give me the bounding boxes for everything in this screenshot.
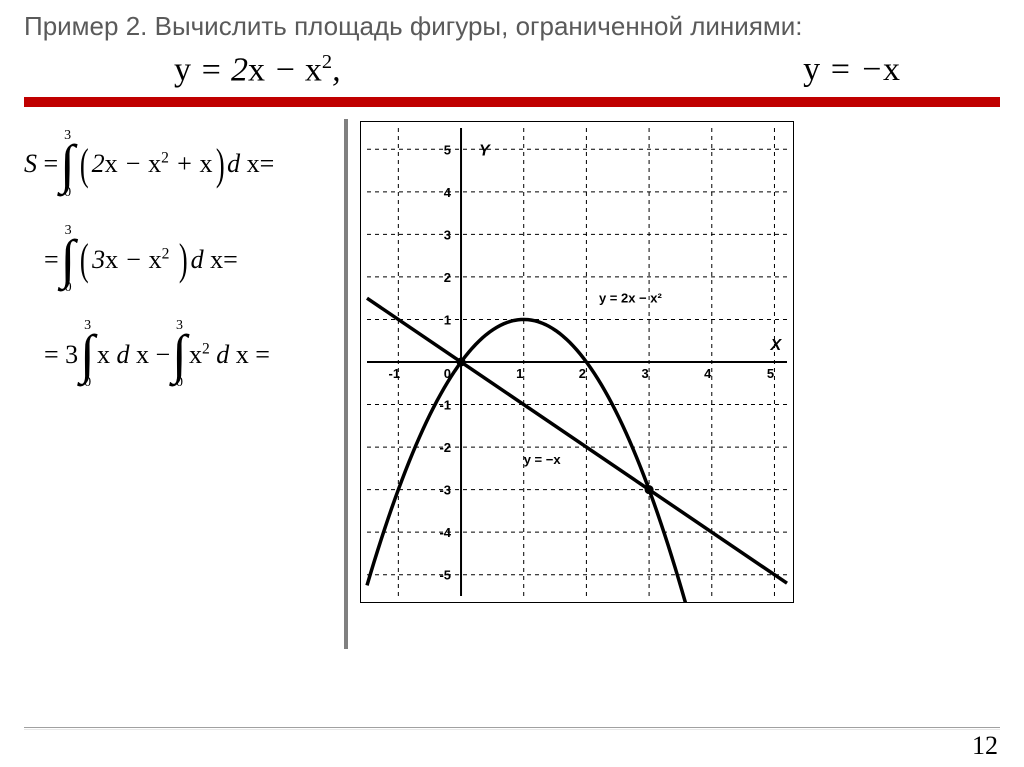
formula-line-2: = 3 ∫ 0 (3x − x2 )d x = [24, 224, 334, 295]
equation-row: y = 2x − x2, y = −x [24, 51, 1000, 97]
equation-line: y = −x [803, 51, 900, 89]
equation-parabola: y = 2x − x2, [174, 51, 341, 89]
title: Пример 2. Вычислить площадь фигуры, огра… [24, 10, 1000, 43]
svg-text:4: 4 [704, 366, 712, 381]
svg-text:-5: -5 [439, 568, 451, 583]
svg-text:1: 1 [516, 366, 523, 381]
chart-column: -112345-5-4-3-2-1123450YXy = 2x − x²y = … [344, 119, 1000, 649]
svg-text:y = −x: y = −x [524, 452, 562, 467]
footer-divider [24, 727, 1000, 729]
formula-line-1: S = 3 ∫ 0 (2x − x2 + x)d x = [24, 129, 334, 200]
svg-text:y = 2x − x²: y = 2x − x² [599, 290, 663, 305]
svg-text:-2: -2 [439, 440, 451, 455]
svg-text:Y: Y [479, 142, 491, 159]
formula-line-3: = 3 3 ∫ 0 x d x − 3 ∫ 0 x2 d x = [24, 319, 334, 390]
svg-text:3: 3 [641, 366, 648, 381]
formulas-column: S = 3 ∫ 0 (2x − x2 + x)d x = = 3 ∫ 0 (3x… [24, 119, 334, 415]
svg-text:2: 2 [579, 366, 586, 381]
svg-text:4: 4 [444, 185, 452, 200]
svg-text:2: 2 [444, 270, 451, 285]
svg-text:1: 1 [444, 312, 451, 327]
svg-text:X: X [769, 337, 782, 354]
svg-text:-1: -1 [389, 366, 401, 381]
page-number: 12 [972, 731, 998, 761]
svg-text:5: 5 [767, 366, 774, 381]
svg-text:-1: -1 [439, 397, 451, 412]
svg-text:3: 3 [444, 227, 451, 242]
svg-text:5: 5 [444, 142, 451, 157]
chart: -112345-5-4-3-2-1123450YXy = 2x − x²y = … [360, 121, 794, 603]
svg-text:-4: -4 [439, 525, 451, 540]
svg-text:-3: -3 [439, 482, 451, 497]
divider-red [24, 97, 1000, 107]
